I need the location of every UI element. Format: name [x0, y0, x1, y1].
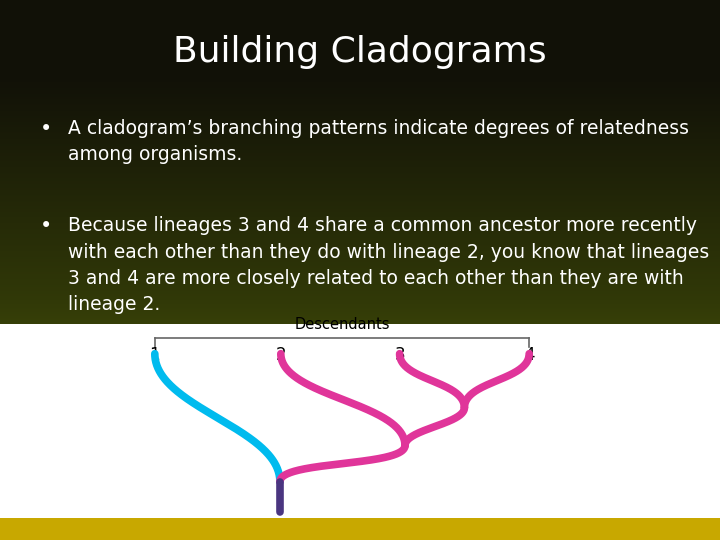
Text: •: •	[40, 119, 52, 139]
Text: 3: 3	[395, 346, 405, 363]
Text: Building Cladograms: Building Cladograms	[174, 35, 546, 69]
Text: 4: 4	[524, 346, 534, 363]
Bar	[0, 324, 720, 518]
Text: Descendants: Descendants	[294, 317, 390, 332]
Bar	[0, 518, 720, 540]
Text: 2: 2	[276, 346, 286, 363]
Text: A cladogram’s branching patterns indicate degrees of relatedness
among organisms: A cladogram’s branching patterns indicat…	[68, 119, 690, 164]
Text: •: •	[40, 216, 52, 236]
Text: 1: 1	[150, 346, 160, 363]
Text: Because lineages 3 and 4 share a common ancestor more recently
with each other t: Because lineages 3 and 4 share a common …	[68, 216, 710, 314]
